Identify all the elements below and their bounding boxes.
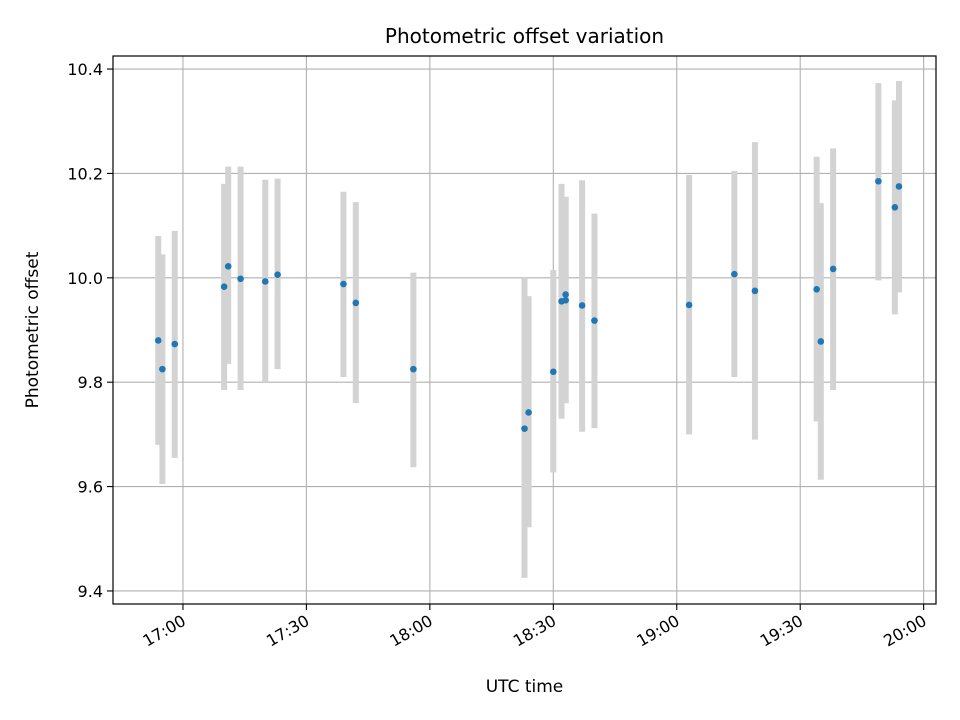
y-tick-label: 9.4 <box>78 582 103 601</box>
chart-title: Photometric offset variation <box>385 24 664 48</box>
y-tick-label: 9.6 <box>78 478 103 497</box>
data-point <box>895 183 903 190</box>
data-point <box>220 283 228 290</box>
data-point <box>525 409 532 416</box>
data-point <box>410 365 417 373</box>
y-tick-label: 10.0 <box>67 269 103 288</box>
data-point <box>154 337 162 344</box>
data-point <box>550 368 557 376</box>
data-point <box>731 270 738 278</box>
data-point <box>562 291 569 298</box>
data-point <box>261 278 269 285</box>
y-axis-ticks: 9.4 9.6 9.8 10.0 10.2 10.4 <box>67 60 113 601</box>
data-point <box>562 296 569 304</box>
data-point <box>591 317 598 324</box>
data-point <box>171 340 179 348</box>
data-points <box>154 177 903 432</box>
x-axis-label: UTC time <box>486 677 564 697</box>
data-point <box>159 365 166 373</box>
y-tick-label: 10.4 <box>67 60 103 79</box>
data-point <box>224 263 232 270</box>
data-point <box>751 287 759 295</box>
plot-frame <box>112 55 937 605</box>
data-point <box>813 285 820 293</box>
data-point <box>237 275 244 283</box>
y-axis-label: Photometric offset <box>23 251 43 408</box>
data-point <box>340 280 347 288</box>
data-point <box>817 338 825 345</box>
data-point <box>685 301 693 309</box>
data-point <box>891 204 899 211</box>
data-point <box>352 299 360 307</box>
y-tick-label: 10.2 <box>67 164 103 183</box>
data-point <box>578 302 586 309</box>
data-point <box>875 177 882 185</box>
y-tick-label: 9.8 <box>78 373 103 392</box>
data-point <box>521 425 528 432</box>
data-point <box>274 271 281 278</box>
data-point <box>829 265 837 273</box>
